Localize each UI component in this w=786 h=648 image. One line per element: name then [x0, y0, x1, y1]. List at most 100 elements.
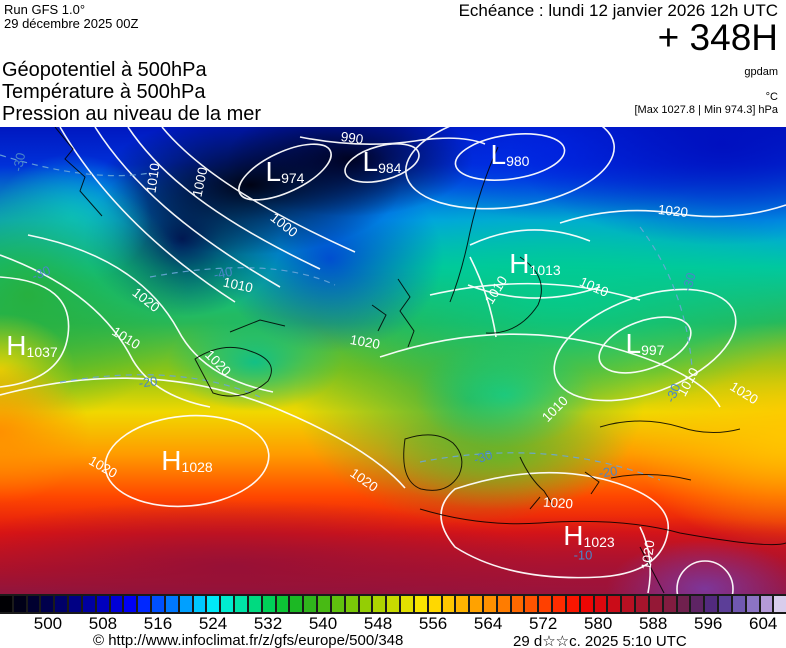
colorbar-tick: 524: [198, 614, 228, 633]
isobar-label: 1020: [542, 494, 574, 512]
colorbar-cell: [318, 596, 330, 612]
colorbar-cell: [525, 596, 538, 612]
colorbar-cell: [235, 596, 247, 612]
isobar-label: 990: [339, 129, 365, 147]
colorbar-cell: [594, 596, 607, 612]
colorbar-cell: [622, 596, 635, 612]
colorbar-cell: [566, 596, 579, 612]
colorbar-cell: [663, 596, 676, 612]
pressure-center-low: L 974: [266, 158, 305, 186]
parameter-mslp: Pression au niveau de la mer: [2, 103, 262, 125]
colorbar-cell: [290, 596, 303, 612]
unit-geopotential-label: gpdam: [744, 66, 778, 78]
colorbar-cell: [0, 596, 12, 612]
colorbar-tick: 556: [418, 614, 448, 633]
temperature-label: -10: [573, 547, 593, 563]
colorbar-cell: [138, 596, 151, 612]
pressure-center-value: 1037: [26, 344, 58, 360]
colorbar: [0, 594, 786, 614]
pressure-center-letter: H: [161, 445, 182, 476]
colorbar-cell: [691, 596, 704, 612]
colorbar-tick: 540: [308, 614, 338, 633]
colorbar-cell: [373, 596, 386, 612]
temperature-label: -20: [597, 463, 619, 481]
colorbar-cell: [636, 596, 648, 612]
colorbar-cell: [732, 596, 745, 612]
footer-bar: © http://www.infoclimat.fr/z/gfs/europe/…: [0, 632, 786, 648]
colorbar-tick: 572: [528, 614, 558, 633]
isobar-label: 1020: [657, 201, 689, 221]
colorbar-cell: [705, 596, 718, 612]
parameter-list: Géopotentiel à 500hPa Température à 500h…: [2, 59, 261, 125]
colorbar-cell: [262, 596, 275, 612]
colorbar-tick: 564: [473, 614, 503, 633]
pressure-minmax-label: [Max 1027.8 | Min 974.3] hPa: [634, 104, 779, 116]
colorbar-cell: [27, 596, 40, 612]
colorbar-cell: [304, 596, 317, 612]
pressure-center-low: L 980: [491, 141, 530, 169]
pressure-center-value: 997: [641, 342, 665, 358]
pressure-center-value: 974: [281, 170, 305, 186]
pressure-center-value: 1028: [181, 459, 213, 475]
colorbar-cell: [580, 596, 593, 612]
colorbar-cell: [497, 596, 510, 612]
colorbar-tick: 604: [749, 614, 778, 633]
colorbar-cell: [82, 596, 95, 612]
colorbar-cell: [387, 596, 400, 612]
colorbar-cell: [719, 596, 731, 612]
pressure-center-high: H 1023: [563, 522, 614, 550]
colorbar-cell: [165, 596, 178, 612]
colorbar-cell: [110, 596, 123, 612]
colorbar-cell: [96, 596, 109, 612]
colorbar-cell: [193, 596, 206, 612]
colorbar-cell: [152, 596, 164, 612]
pressure-center-low: L 984: [363, 148, 402, 176]
colorbar-tick: 596: [693, 614, 723, 633]
pressure-center-high: H 1013: [509, 250, 560, 278]
pressure-center-letter: L: [490, 139, 507, 170]
colorbar-tick: 588: [638, 614, 668, 633]
pressure-center-letter: H: [509, 248, 530, 279]
colorbar-cell: [553, 596, 565, 612]
contour-overlay: [0, 127, 786, 594]
colorbar-cell: [276, 596, 289, 612]
pressure-center-value: 984: [378, 160, 402, 176]
colorbar-cell: [345, 596, 358, 612]
temperature-label: -20: [137, 373, 159, 391]
colorbar-cell: [539, 596, 552, 612]
colorbar-cell: [124, 596, 137, 612]
pressure-center-letter: H: [6, 330, 27, 361]
unit-temperature-label: °C: [765, 91, 778, 103]
colorbar-cell: [179, 596, 192, 612]
colorbar-cell: [456, 596, 469, 612]
parameter-temperature: Température à 500hPa: [2, 81, 206, 103]
colorbar-tick-row: 500 508 516 524 532 540 548 556 564 572 580 588 596 6…: [0, 614, 786, 633]
colorbar-tick: 500: [33, 614, 63, 633]
colorbar-cell: [649, 596, 662, 612]
colorbar-tick: 532: [253, 614, 283, 633]
colorbar-cell: [442, 596, 455, 612]
colorbar-cell: [511, 596, 524, 612]
colorbar-cell: [746, 596, 759, 612]
generation-timestamp: 29 d☆☆c. 2025 5:10 UTC: [513, 633, 687, 648]
colorbar-cell: [470, 596, 482, 612]
forecast-hour-label: + 348H: [657, 17, 778, 58]
pressure-center-low: L 997: [626, 330, 665, 358]
colorbar-cell: [428, 596, 441, 612]
colorbar-cell: [608, 596, 621, 612]
colorbar-cell: [248, 596, 261, 612]
colorbar-cell: [331, 596, 344, 612]
colorbar-cell: [359, 596, 372, 612]
model-run-label: Run GFS 1.0°: [4, 2, 86, 17]
copyright-url: © http://www.infoclimat.fr/z/gfs/europe/…: [93, 632, 404, 648]
weather-map: 990 1010 1000 1000 1010 1020 1010 1020 1020 1020 1…: [0, 127, 786, 594]
parameter-geopotential: Géopotentiel à 500hPa: [2, 59, 207, 81]
pressure-center-high: H 1028: [161, 447, 212, 475]
pressure-center-letter: L: [625, 328, 642, 359]
colorbar-cell: [760, 596, 773, 612]
pressure-center-value: 1023: [583, 534, 615, 550]
colorbar-cell: [13, 596, 26, 612]
colorbar-cell: [69, 596, 81, 612]
colorbar-cell: [221, 596, 234, 612]
